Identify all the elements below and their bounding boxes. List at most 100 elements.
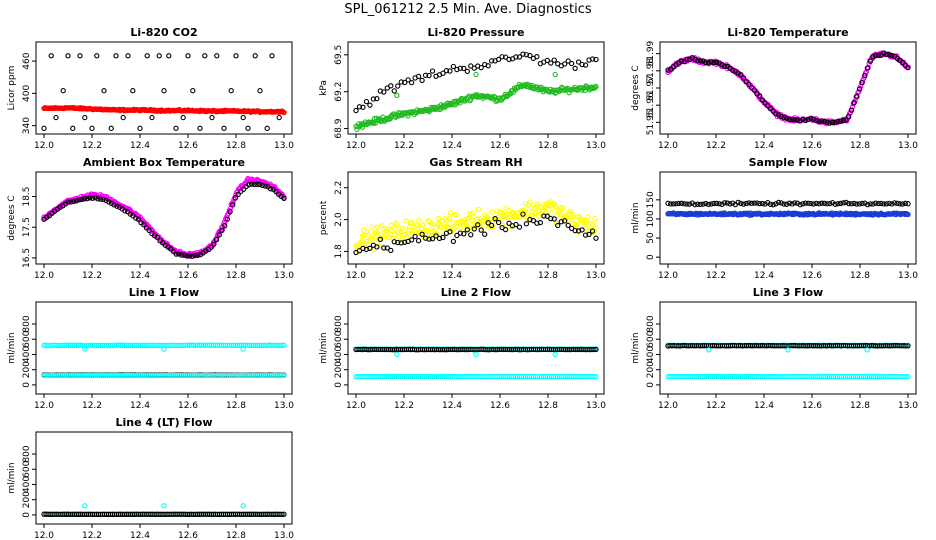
chart-li820temp: Li-820 Temperature 12.0 12.2 12.4 12.6 12.8 13… [631, 26, 918, 151]
x-tick-label: 12.2 [706, 401, 726, 411]
data-point [453, 212, 459, 218]
data-point [228, 88, 234, 94]
data-point [591, 346, 597, 353]
y-tick-label: 800 [22, 315, 32, 332]
data-point [864, 201, 871, 208]
data-point [575, 59, 582, 65]
data-point [765, 103, 771, 109]
data-point [440, 234, 446, 241]
data-point [443, 67, 450, 74]
x-tick-label: 12.2 [706, 271, 726, 281]
data-point [475, 206, 481, 213]
data-point [71, 198, 77, 205]
data-point [810, 201, 817, 207]
data-point [678, 58, 685, 64]
data-point [889, 52, 895, 59]
data-point [746, 200, 752, 206]
y-axis-label: Licor ppm [7, 66, 17, 111]
data-point [103, 197, 109, 204]
data-point [412, 233, 418, 240]
data-point [492, 216, 498, 222]
plot-frame [35, 431, 293, 525]
data-point [757, 93, 763, 99]
data-point [429, 236, 436, 242]
data-point [485, 220, 491, 226]
data-point [108, 125, 114, 131]
data-point [211, 241, 217, 247]
data-point [113, 53, 119, 59]
data-point [585, 214, 591, 220]
data-point [68, 199, 74, 205]
series-outliers [394, 351, 558, 358]
data-point [573, 221, 580, 228]
data-point [81, 196, 88, 202]
data-point [695, 58, 701, 64]
x-tick-label: 12.2 [394, 141, 414, 151]
data-point [711, 59, 717, 66]
x-tick-label: 12.8 [850, 141, 870, 151]
data-point [840, 117, 846, 124]
data-point [716, 201, 722, 207]
data-point [905, 201, 911, 207]
data-point [784, 201, 790, 207]
y-axis-label: ml/min [7, 462, 17, 493]
plot-frame [659, 171, 917, 265]
data-point [529, 212, 535, 218]
data-point [579, 227, 585, 233]
data-point [89, 195, 96, 201]
x-tick-label: 13.0 [586, 401, 606, 411]
data-point [537, 220, 543, 226]
data-point [425, 218, 431, 224]
data-point [751, 87, 757, 93]
data-point [464, 68, 470, 75]
x-tick-label: 12.2 [82, 271, 102, 281]
data-point [176, 251, 182, 257]
series-outliers [82, 346, 246, 352]
data-point [541, 213, 547, 219]
data-point [851, 100, 857, 106]
y-tick-label: 0 [334, 382, 344, 388]
data-point [399, 225, 405, 231]
data-point [775, 199, 782, 206]
y-tick-label: 200 [334, 361, 344, 378]
data-point [426, 219, 432, 225]
data-point [827, 200, 833, 207]
x-tick-label: 12.6 [178, 401, 198, 411]
data-point [593, 346, 599, 353]
data-point [802, 117, 809, 124]
data-point [770, 108, 776, 114]
data-point [95, 196, 101, 202]
x-tick-label: 13.0 [898, 271, 918, 281]
data-point [762, 100, 768, 106]
y-tick-label: 69.5 [334, 45, 344, 65]
data-point [447, 210, 454, 216]
data-point [837, 118, 844, 124]
data-point [178, 252, 185, 258]
data-point [740, 75, 747, 81]
data-point [843, 199, 849, 206]
data-point [409, 237, 415, 243]
data-point [381, 245, 387, 251]
data-point [374, 224, 380, 230]
data-point [735, 199, 741, 206]
data-point [821, 118, 828, 125]
data-point [881, 201, 887, 207]
data-point [534, 201, 541, 207]
data-point [534, 53, 540, 60]
data-point [746, 81, 752, 88]
y-tick-label: 800 [646, 315, 656, 332]
y-tick-label: 69.2 [334, 82, 344, 102]
x-tick-label: 12.8 [226, 271, 246, 281]
data-point [738, 200, 744, 206]
y-axis-label: ml/min [631, 332, 641, 363]
y-tick-label: 50 [646, 232, 656, 244]
data-point [457, 230, 463, 236]
data-point [548, 60, 554, 66]
data-point [415, 73, 422, 80]
series-sample [353, 199, 599, 253]
data-point [495, 214, 501, 220]
data-point [792, 200, 798, 206]
data-point [827, 120, 833, 126]
data-point [377, 236, 383, 243]
data-point [713, 200, 720, 206]
